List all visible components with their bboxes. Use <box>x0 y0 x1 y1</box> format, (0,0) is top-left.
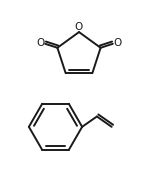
Text: O: O <box>75 22 83 32</box>
Text: O: O <box>36 38 44 48</box>
Text: O: O <box>114 38 122 48</box>
